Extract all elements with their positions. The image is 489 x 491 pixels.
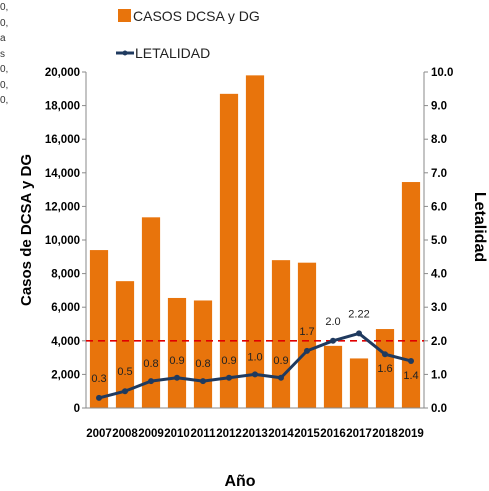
y-right-tick-label: 9.0: [431, 101, 447, 113]
bar-2019: [401, 182, 421, 408]
letalidad-point-2013: [252, 371, 258, 378]
y-left-tick-label: 10,000: [45, 235, 80, 247]
legend-swatch-bars: [118, 9, 131, 22]
letalidad-point-2007: [96, 394, 102, 401]
y-left-tick-label: 2,000: [51, 369, 80, 381]
letalidad-point-2014: [278, 374, 284, 381]
x-tick-label-2014: 2014: [268, 428, 294, 440]
letalidad-point-2012: [226, 374, 232, 381]
letalidad-label-2019: 1.4: [403, 370, 418, 382]
y-left-tick-label: 18,000: [45, 101, 80, 113]
letalidad-label-2012: 0.9: [221, 355, 236, 367]
letalidad-label-2015: 1.7: [299, 326, 314, 338]
bar-2011: [193, 300, 213, 408]
letalidad-label-2010: 0.9: [169, 355, 184, 367]
bar-2009: [141, 217, 161, 408]
legend: CASOS DCSA y DG LETALIDAD: [116, 8, 260, 61]
y-right-tick-label: 1.0: [431, 369, 447, 381]
plot-area: 0 2,000 4,000 6,000 8,000 10,000 12,000 14,000 1…: [18, 67, 488, 490]
y-right-tick-label: 10.0: [431, 67, 453, 79]
bar-2014: [271, 260, 291, 408]
y-left-tick-label: 12,000: [45, 201, 80, 213]
x-tick-label-2018: 2018: [372, 428, 398, 440]
legend-label-line: LETALIDAD: [135, 45, 210, 61]
letalidad-point-2019: [408, 357, 414, 364]
letalidad-label-2017: 2.22: [348, 308, 369, 320]
letalidad-point-2010: [174, 374, 180, 381]
letalidad-point-2008: [122, 388, 128, 395]
x-tick-label-2016: 2016: [320, 428, 346, 440]
letalidad-point-2011: [200, 378, 206, 385]
letalidad-label-2011: 0.8: [195, 358, 210, 370]
legend-label-bars: CASOS DCSA y DG: [133, 8, 260, 24]
y-right-tick-label: 0.0: [431, 403, 447, 415]
bar-2017: [349, 358, 369, 408]
bar-2013: [245, 75, 265, 409]
y-axis-title-right: Letalidad: [471, 192, 488, 262]
legend-marker-line: [122, 50, 128, 56]
x-tick-label-2009: 2009: [138, 428, 164, 440]
x-tick-label-2019: 2019: [398, 428, 424, 440]
bar-2016: [323, 345, 343, 408]
letalidad-label-2014: 0.9: [273, 355, 288, 367]
y-right-tick-label: 7.0: [431, 168, 447, 180]
letalidad-point-2009: [148, 378, 154, 385]
bar-2007: [89, 250, 109, 408]
x-tick-label-2007: 2007: [86, 428, 112, 440]
x-axis-title: Año: [224, 473, 255, 490]
y-left-tick-label: 14,000: [45, 168, 80, 180]
letalidad-label-2013: 1.0: [247, 351, 262, 363]
y-right-tick-label: 8.0: [431, 134, 447, 146]
letalidad-point-2017: [356, 330, 362, 337]
y-left-tick-label: 0: [74, 403, 80, 415]
x-tick-label-2015: 2015: [294, 428, 320, 440]
x-tick-label-2017: 2017: [346, 428, 372, 440]
y-right-tick-label: 4.0: [431, 269, 447, 281]
y-left-tick-label: 20,000: [45, 67, 80, 79]
letalidad-label-2018: 1.6: [377, 363, 392, 375]
y-axis-title-left: Casos de DCSA y DG: [18, 154, 35, 306]
letalidad-label-2007: 0.3: [91, 373, 106, 385]
x-tick-label-2013: 2013: [242, 428, 268, 440]
letalidad-label-2008: 0.5: [117, 366, 132, 378]
bar-2015: [297, 262, 317, 408]
bar-2008: [115, 281, 135, 408]
y-left-tick-label: 8,000: [51, 269, 80, 281]
y-right-tick-label: 5.0: [431, 235, 447, 247]
letalidad-point-2018: [382, 351, 388, 358]
x-tick-label-2012: 2012: [216, 428, 242, 440]
y-right-tick-label: 3.0: [431, 302, 447, 314]
letalidad-label-2016: 2.0: [325, 316, 340, 328]
margin-text: 0, 0, a s 0, 0, 0,: [0, 2, 9, 106]
letalidad-point-2015: [304, 347, 310, 354]
bar-2010: [167, 297, 187, 408]
y-left-tick-label: 6,000: [51, 302, 80, 314]
y-left-tick-label: 4,000: [51, 336, 80, 348]
letalidad-point-2016: [330, 337, 336, 344]
y-right-tick-label: 2.0: [431, 336, 447, 348]
x-tick-label-2008: 2008: [112, 428, 138, 440]
letalidad-label-2009: 0.8: [143, 358, 158, 370]
y-left-tick-label: 16,000: [45, 134, 80, 146]
x-tick-label-2011: 2011: [191, 428, 217, 440]
y-right-tick-label: 6.0: [431, 201, 447, 213]
x-tick-label-2010: 2010: [164, 428, 190, 440]
bar-2012: [219, 93, 239, 408]
